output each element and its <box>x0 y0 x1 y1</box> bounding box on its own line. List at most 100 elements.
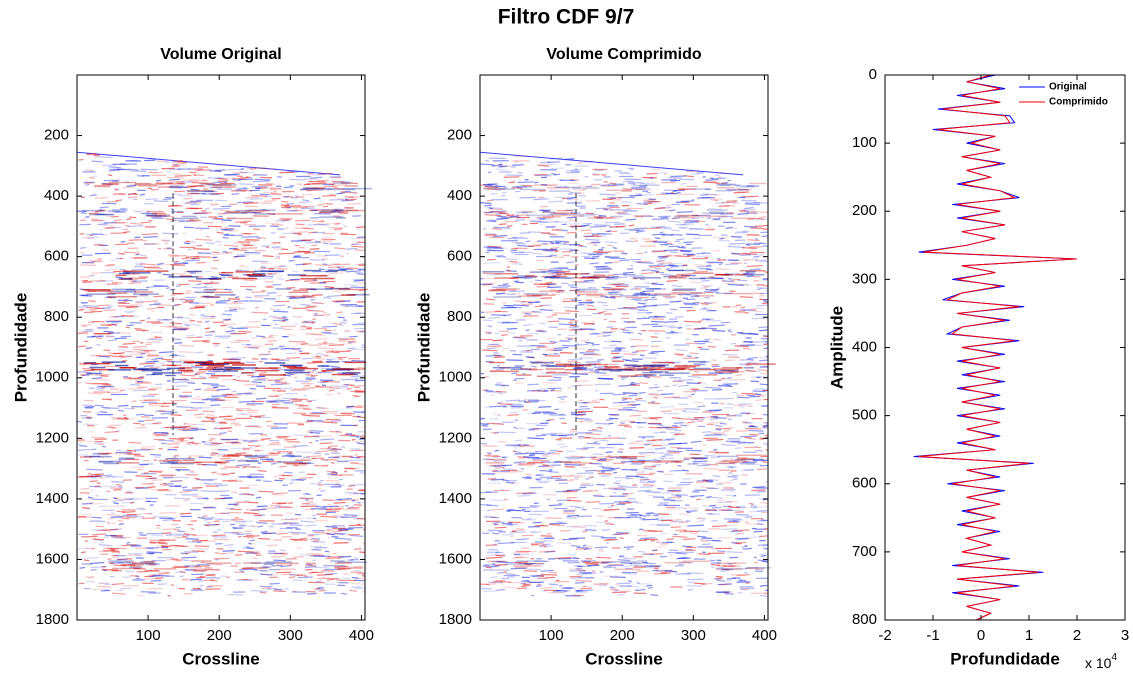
seismic-stroke <box>299 202 311 203</box>
seismic-stroke <box>129 169 138 170</box>
seismic-stroke <box>680 425 687 426</box>
seismic-stroke <box>227 512 241 513</box>
seismic-stroke <box>271 494 283 495</box>
seismic-stroke <box>509 291 525 292</box>
seismic-stroke <box>226 420 235 421</box>
seismic-stroke <box>203 516 208 517</box>
seismic-stroke <box>580 588 592 589</box>
seismic-stroke <box>528 232 543 233</box>
seismic-stroke <box>538 578 548 579</box>
seismic-stroke <box>637 307 646 308</box>
seismic-stroke <box>239 184 254 185</box>
seismic-stroke <box>186 202 202 203</box>
seismic-stroke <box>535 525 544 526</box>
seismic-stroke <box>163 274 173 275</box>
seismic-stroke <box>760 384 768 385</box>
seismic-stroke <box>662 499 670 500</box>
seismic-stroke <box>310 299 315 300</box>
seismic-stroke <box>589 371 599 372</box>
seismic-stroke <box>183 302 193 303</box>
seismic-stroke <box>569 576 582 577</box>
seismic-stroke <box>195 213 212 214</box>
seismic-stroke <box>102 570 118 571</box>
seismic-stroke <box>224 545 233 546</box>
seismic-stroke <box>507 328 518 329</box>
seismic-stroke <box>274 507 279 508</box>
seismic-stroke <box>592 258 598 259</box>
seismic-stroke <box>689 533 697 534</box>
seismic-stroke <box>281 201 288 202</box>
seismic-stroke <box>146 359 150 360</box>
seismic-stroke <box>570 456 585 457</box>
seismic-stroke <box>213 537 227 538</box>
seismic-stroke <box>614 349 622 350</box>
seismic-stroke <box>747 266 763 267</box>
seismic-stroke <box>140 363 156 364</box>
seismic-stroke <box>717 483 732 484</box>
seismic-stroke <box>583 586 587 587</box>
seismic-stroke <box>258 470 267 471</box>
seismic-stroke <box>266 273 279 274</box>
seismic-stroke <box>228 504 239 505</box>
seismic-stroke <box>354 396 358 397</box>
seismic-stroke <box>733 203 740 204</box>
seismic-stroke <box>118 410 124 411</box>
seismic-stroke <box>83 412 92 413</box>
seismic-stroke <box>697 406 705 407</box>
seismic-stroke <box>733 479 737 480</box>
seismic-stroke <box>302 264 311 265</box>
seismic-stroke <box>278 253 295 254</box>
seismic-stroke <box>651 337 658 338</box>
seismic-stroke <box>651 324 659 325</box>
seismic-stroke <box>638 490 651 491</box>
seismic-stroke <box>722 354 738 355</box>
seismic-stroke <box>623 189 632 190</box>
seismic-stroke <box>356 406 365 407</box>
seismic-stroke <box>300 498 314 499</box>
seismic-stroke <box>152 323 164 324</box>
seismic-stroke <box>93 156 99 157</box>
seismic-stroke <box>737 531 743 532</box>
seismic-stroke <box>745 517 752 518</box>
seismic-stroke <box>711 200 719 201</box>
seismic-stroke <box>669 210 675 211</box>
seismic-stroke <box>314 588 320 589</box>
seismic-stroke <box>145 342 161 343</box>
seismic-stroke <box>80 514 92 515</box>
seismic-stroke <box>95 405 104 406</box>
seismic-stroke <box>275 589 283 590</box>
seismic-stroke <box>349 590 357 591</box>
seismic-stroke <box>549 268 556 269</box>
seismic-stroke <box>154 303 161 304</box>
seismic-stroke <box>80 247 86 248</box>
seismic-stroke <box>679 380 693 381</box>
seismic-stroke <box>712 330 725 331</box>
seismic-stroke <box>262 533 276 534</box>
seismic-stroke <box>99 475 113 476</box>
seismic-stroke <box>181 579 189 580</box>
seismic-stroke <box>309 556 325 557</box>
seismic-stroke <box>660 232 664 233</box>
seismic-stroke <box>191 529 195 530</box>
seismic-stroke <box>234 301 247 302</box>
seismic-stroke <box>315 339 329 340</box>
seismic-stroke <box>82 325 92 326</box>
seismic-stroke <box>655 238 660 239</box>
seismic-stroke <box>179 492 189 493</box>
seismic-stroke <box>91 219 100 220</box>
seismic-stroke <box>213 182 227 183</box>
seismic-stroke <box>238 331 251 332</box>
seismic-stroke <box>493 235 507 236</box>
seismic-stroke <box>683 412 698 413</box>
seismic-stroke <box>98 224 108 225</box>
seismic-stroke <box>349 525 360 526</box>
seismic-stroke <box>603 305 608 306</box>
seismic-stroke <box>566 262 574 263</box>
seismic-stroke <box>492 522 504 523</box>
seismic-stroke <box>725 205 735 206</box>
seismic-stroke <box>592 400 598 401</box>
seismic-stroke <box>309 260 324 261</box>
seismic-stroke <box>159 352 174 353</box>
seismic-stroke <box>671 230 679 231</box>
seismic-stroke <box>236 381 249 382</box>
